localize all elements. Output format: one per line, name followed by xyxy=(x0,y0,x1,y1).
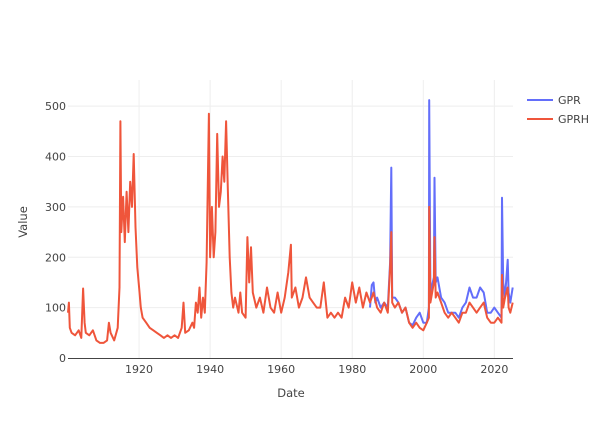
x-tick-label: 2020 xyxy=(480,363,508,376)
y-tick-label: 500 xyxy=(45,100,66,113)
legend-item-gpr[interactable]: GPR xyxy=(527,94,581,107)
x-tick-labels: 1920 1940 1960 1980 2000 2020 xyxy=(125,363,508,376)
y-tick-label: 200 xyxy=(45,251,66,264)
x-tick-label: 1980 xyxy=(338,363,366,376)
y-tick-label: 0 xyxy=(59,352,66,365)
y-tick-label: 100 xyxy=(45,302,66,315)
series-line-gprh xyxy=(67,112,514,344)
x-tick-label: 1920 xyxy=(125,363,153,376)
x-tick-label: 1960 xyxy=(267,363,295,376)
legend: GPR GPRH xyxy=(527,94,589,126)
y-tick-labels: 0 100 200 300 400 500 xyxy=(45,100,66,365)
plot-lines xyxy=(67,99,514,344)
y-tick-label: 300 xyxy=(45,201,66,214)
legend-item-gprh[interactable]: GPRH xyxy=(527,113,589,126)
y-axis-title: Value xyxy=(16,206,30,238)
legend-label-gprh: GPRH xyxy=(558,113,589,126)
x-tick-label: 2000 xyxy=(409,363,437,376)
y-tick-label: 400 xyxy=(45,151,66,164)
x-tick-label: 1940 xyxy=(196,363,224,376)
x-axis-title: Date xyxy=(277,386,305,400)
grid xyxy=(68,80,513,358)
legend-label-gpr: GPR xyxy=(558,94,581,107)
